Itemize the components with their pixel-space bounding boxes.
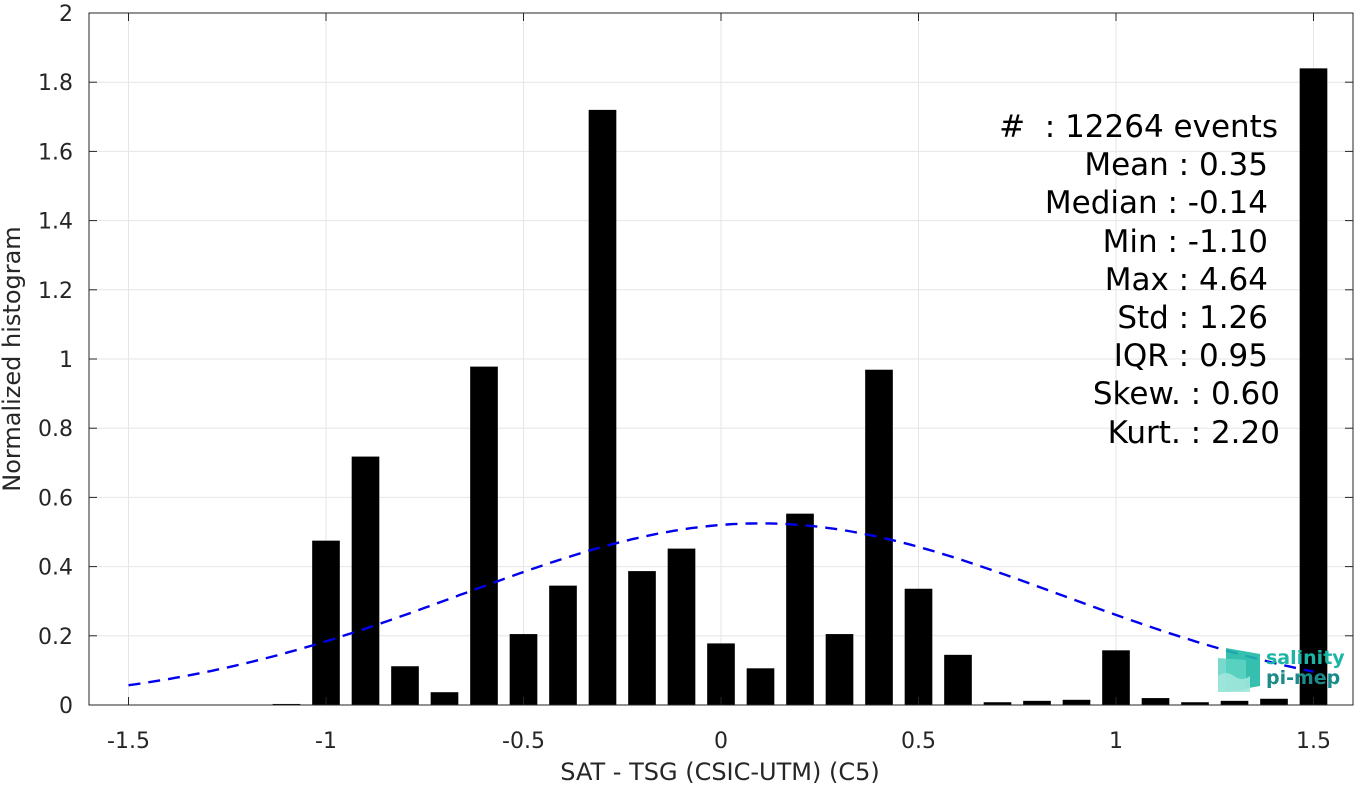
histogram-bar (1062, 699, 1091, 705)
histogram-bar (667, 548, 696, 705)
bars-group (272, 68, 1328, 706)
histogram-bar (549, 585, 577, 705)
histogram-bar (430, 692, 459, 705)
x-tick-label: 0.5 (901, 729, 936, 754)
histogram-bar (865, 369, 893, 705)
stat-kurt: Kurt. : 2.20 (1107, 414, 1280, 451)
stat-count: # : 12264 events (999, 109, 1278, 145)
x-axis-ticks: -1.5 -1 -0.5 0 0.5 1 1.5 (107, 13, 1331, 754)
histogram-bar (944, 654, 972, 705)
histogram-bar (1299, 68, 1328, 706)
histogram-bar (312, 540, 340, 705)
y-tick-label: 0.6 (38, 486, 73, 511)
y-tick-label: 0.4 (38, 556, 73, 581)
y-axis-title: Normalized histogram (0, 226, 26, 491)
x-tick-label: 1 (1109, 729, 1123, 754)
histogram-bar (509, 634, 538, 705)
y-axis-ticks: 0 0.2 0.4 0.6 0.8 1 1.2 1.4 1.6 1.8 2 (38, 2, 1353, 719)
y-tick-label: 1.8 (38, 71, 73, 96)
logo-text: salinity pi-mep (1266, 648, 1345, 688)
histogram-bar (983, 702, 1012, 705)
stat-skew: Skew. : 0.60 (1092, 376, 1280, 413)
y-tick-label: 1.6 (38, 140, 73, 165)
x-tick-label: -1.5 (107, 729, 150, 754)
histogram-bar (470, 366, 498, 705)
histogram-bar (588, 109, 617, 705)
histogram-bar (825, 634, 854, 705)
histogram-bar (1102, 650, 1130, 705)
histogram-bar (391, 666, 419, 705)
histogram-bar (904, 588, 933, 705)
logo-mark-icon (1218, 648, 1260, 692)
stat-std: Std : 1.26 (1117, 300, 1268, 337)
histogram-bar (1141, 698, 1170, 705)
salinity-pi-mep-logo: salinity pi-mep (1216, 646, 1346, 694)
histogram-bar (1260, 698, 1288, 705)
y-tick-label: 2 (59, 2, 73, 27)
stats-box: # : 12264 events Mean : 0.35 Median : -0… (940, 108, 1280, 452)
histogram-bar (786, 513, 814, 705)
histogram-bar (1220, 700, 1249, 705)
histogram-bar (272, 703, 301, 705)
y-tick-label: 0.2 (38, 625, 73, 650)
x-tick-label: -0.5 (502, 729, 545, 754)
stat-mean: Mean : 0.35 (1084, 147, 1268, 184)
x-tick-label: -1 (315, 729, 337, 754)
histogram-bar (351, 456, 380, 705)
histogram-bar (628, 571, 656, 705)
histogram-bar (707, 643, 735, 705)
x-tick-label: 1.5 (1296, 729, 1331, 754)
y-tick-label: 1 (59, 348, 73, 373)
y-tick-label: 0 (59, 694, 73, 719)
histogram-bar (746, 668, 775, 705)
stat-iqr: IQR : 0.95 (1113, 338, 1268, 375)
stat-min: Min : -1.10 (1102, 223, 1268, 260)
logo-line1: salinity (1266, 647, 1345, 669)
stat-median: Median : -0.14 (1044, 185, 1268, 222)
stat-max: Max : 4.64 (1104, 261, 1268, 298)
normal-fit-curve (128, 522, 1314, 687)
x-tick-label: 0 (714, 729, 728, 754)
y-tick-label: 0.8 (38, 417, 73, 442)
x-axis-title: SAT - TSG (CSIC-UTM) (C5) (560, 758, 879, 785)
y-tick-label: 1.2 (38, 279, 73, 304)
logo-line2: pi-mep (1266, 667, 1341, 689)
histogram-bar (1023, 700, 1051, 705)
y-tick-label: 1.4 (38, 210, 73, 235)
histogram-bar (1181, 702, 1209, 705)
